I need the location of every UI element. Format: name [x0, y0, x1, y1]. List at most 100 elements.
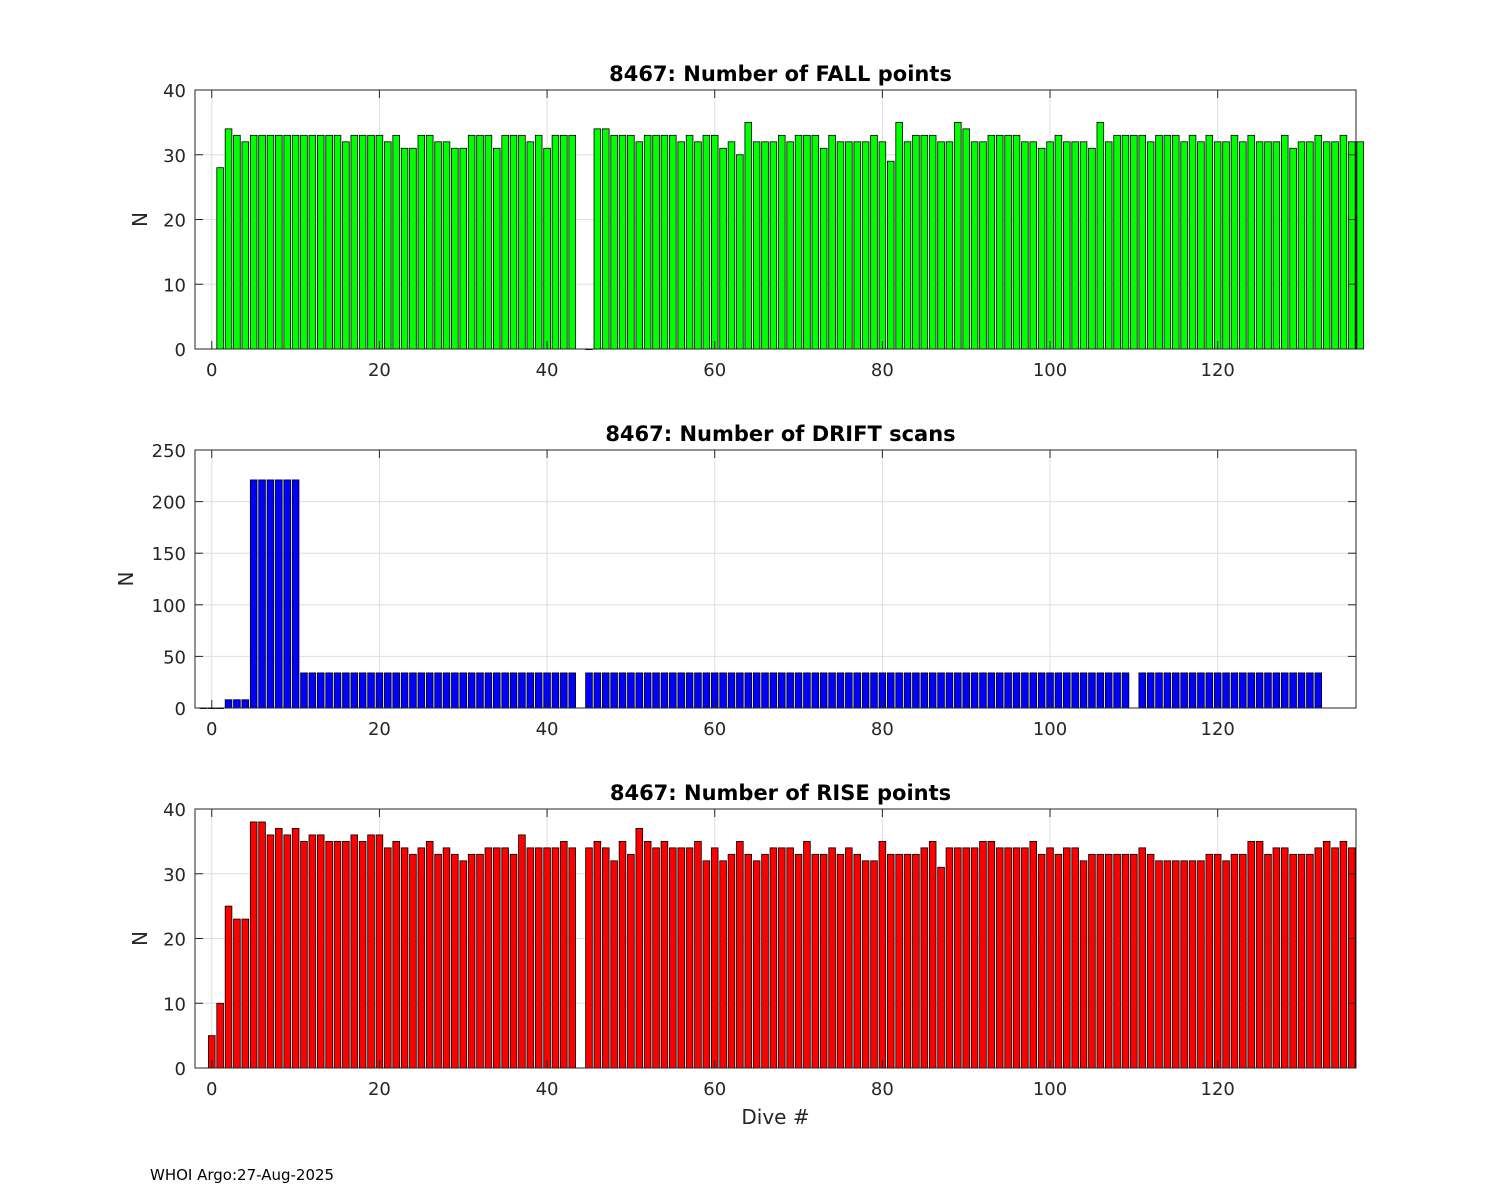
- bar: [258, 134, 266, 350]
- bar: [560, 840, 568, 1069]
- bar: [434, 853, 442, 1069]
- chart-panel-0: 0 20 40 60 80 100 120 0 10 20 30 40 8467: Number of …: [128, 62, 1364, 381]
- bar: [1197, 141, 1205, 350]
- bar: [861, 141, 870, 350]
- bar: [518, 134, 526, 350]
- bar: [1104, 141, 1113, 350]
- bar: [970, 141, 979, 350]
- bar: [861, 672, 870, 709]
- bar: [828, 847, 836, 1069]
- bar: [1272, 672, 1281, 709]
- bar: [937, 672, 945, 709]
- bar: [1155, 672, 1163, 709]
- bar: [1029, 672, 1038, 709]
- bar: [920, 672, 929, 709]
- bar: [727, 853, 736, 1069]
- bar: [266, 834, 275, 1069]
- bar: [1247, 134, 1255, 350]
- bar: [786, 141, 794, 350]
- bar: [903, 672, 912, 709]
- bar: [677, 672, 685, 709]
- bar: [249, 479, 258, 709]
- bar: [224, 699, 233, 709]
- bar: [216, 167, 224, 350]
- bar: [358, 840, 367, 1069]
- axes-box: [194, 449, 1357, 709]
- bar: [870, 672, 878, 709]
- bar: [493, 672, 501, 709]
- bar: [375, 134, 384, 350]
- y-tick-label: 100: [152, 596, 186, 617]
- bar: [568, 672, 576, 709]
- chart-title: 8467: Number of RISE points: [610, 781, 951, 805]
- bar: [417, 134, 426, 350]
- x-tick-label: 100: [1033, 719, 1067, 740]
- y-tick-label: 30: [163, 146, 186, 167]
- bar: [845, 141, 853, 350]
- bar: [1088, 147, 1096, 350]
- bar: [384, 141, 392, 350]
- y-tick-label: 30: [163, 865, 186, 886]
- bar: [819, 853, 828, 1069]
- bar: [1146, 672, 1155, 709]
- bar: [241, 699, 250, 709]
- bar: [1247, 840, 1255, 1069]
- bar: [425, 840, 434, 1069]
- bar: [1021, 141, 1029, 350]
- bar: [1339, 840, 1348, 1069]
- bar: [409, 853, 417, 1069]
- bar: [937, 141, 945, 350]
- bar: [1264, 672, 1272, 709]
- y-tick-label: 40: [163, 81, 186, 102]
- bar: [333, 134, 342, 350]
- bar: [1239, 672, 1247, 709]
- bar: [459, 672, 467, 709]
- x-tick-label: 60: [703, 1079, 726, 1100]
- bar: [291, 828, 300, 1069]
- bar: [451, 853, 459, 1069]
- bar: [1255, 840, 1264, 1069]
- bar: [778, 672, 786, 709]
- bar: [1255, 672, 1264, 709]
- bar: [1071, 847, 1079, 1069]
- bar: [392, 672, 400, 709]
- chart-panel-2: 0 20 40 60 80 100 120 0 10 20 30 40 8467: Number of …: [128, 781, 1357, 1129]
- bar: [1046, 141, 1054, 350]
- bar: [501, 134, 509, 350]
- bar: [585, 847, 593, 1069]
- bar: [316, 834, 325, 1069]
- bar: [1188, 672, 1197, 709]
- bar: [853, 853, 861, 1069]
- bar: [945, 141, 954, 350]
- bar: [342, 840, 350, 1069]
- bar: [853, 141, 861, 350]
- bar: [836, 141, 845, 350]
- bar: [1331, 847, 1339, 1069]
- bar: [241, 141, 250, 350]
- y-tick-label: 50: [163, 647, 186, 668]
- bar: [970, 672, 979, 709]
- bar: [275, 134, 283, 350]
- bar: [1054, 853, 1063, 1069]
- bar: [962, 847, 970, 1069]
- bar: [819, 672, 828, 709]
- bar: [610, 860, 618, 1069]
- bar: [954, 672, 962, 709]
- bar: [442, 847, 451, 1069]
- bar: [1104, 672, 1113, 709]
- bar: [1138, 134, 1146, 350]
- bar: [526, 847, 535, 1069]
- bar: [333, 840, 342, 1069]
- bar: [459, 860, 467, 1069]
- bar: [920, 134, 929, 350]
- bar: [1247, 672, 1255, 709]
- bar: [316, 134, 325, 350]
- bar: [249, 134, 258, 350]
- bar: [1113, 853, 1121, 1069]
- bar: [224, 905, 233, 1069]
- bar: [1079, 141, 1088, 350]
- bar: [442, 141, 451, 350]
- bar: [736, 840, 744, 1069]
- x-tick-label: 120: [1201, 719, 1235, 740]
- bar: [1163, 134, 1172, 350]
